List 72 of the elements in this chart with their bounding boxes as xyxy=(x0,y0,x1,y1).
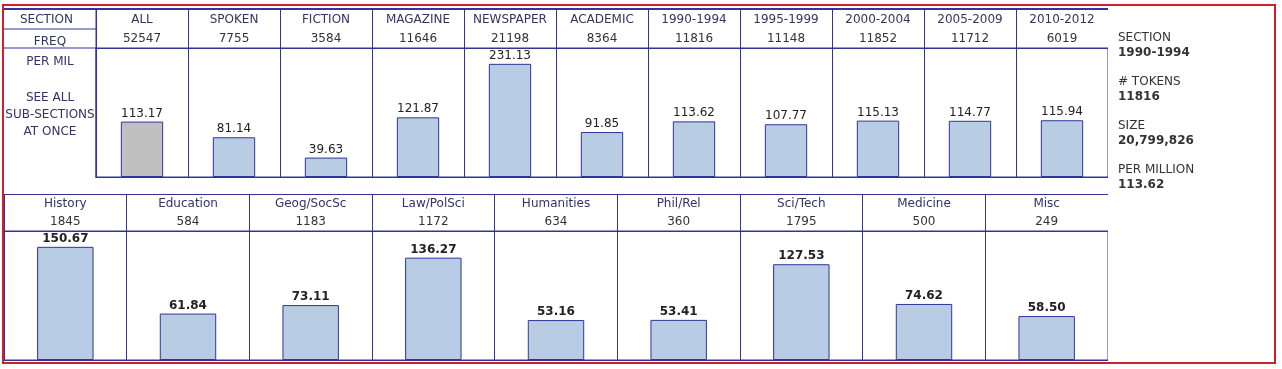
x-tick-label: MAGAZINE xyxy=(385,12,451,26)
x-axis-title: SECTION xyxy=(20,12,73,26)
x-tick-label: SPOKEN xyxy=(209,12,259,26)
data-label: 127.53 xyxy=(778,248,825,263)
data-label: 73.11 xyxy=(291,289,330,304)
x-tick-label: Humanities xyxy=(521,196,591,210)
text: 11852 xyxy=(858,31,898,45)
text: 634 xyxy=(544,214,568,228)
text: 20,799,826 xyxy=(1118,133,1195,148)
data-label: 231.13 xyxy=(489,47,531,62)
data-label: 107.77 xyxy=(765,108,807,123)
data-label: 91.85 xyxy=(584,116,620,131)
text: 1845 xyxy=(50,214,81,228)
x-tick-label: Misc xyxy=(1033,196,1060,210)
data-label: 81.14 xyxy=(216,121,252,136)
data-label: 121.87 xyxy=(397,101,439,116)
data-label: 61.84 xyxy=(169,297,207,312)
text: 11712 xyxy=(950,31,990,45)
text: SECTION xyxy=(1118,30,1172,45)
data-label: 115.94 xyxy=(1041,104,1083,119)
text: 7755 xyxy=(218,31,250,45)
text: 3584 xyxy=(310,31,342,45)
x-tick-label: 2000-2004 xyxy=(845,12,911,26)
text: PER MILLION xyxy=(1118,162,1196,177)
text: SEE ALL SUB-SECTIONS AT ONCE xyxy=(5,89,95,138)
x-tick-label: Medicine xyxy=(897,196,951,210)
data-label: 136.27 xyxy=(410,241,457,256)
x-tick-label: Education xyxy=(158,196,218,210)
text: 52547 xyxy=(122,31,162,45)
text: 11148 xyxy=(766,31,806,45)
data-label: 115.13 xyxy=(857,104,899,119)
x-tick-label: 2005-2009 xyxy=(937,12,1003,26)
x-tick-label: NEWSPAPER xyxy=(473,12,547,26)
text: 11816 xyxy=(1118,89,1161,104)
x-tick-label: 1990-1994 xyxy=(661,12,727,26)
data-label: 53.41 xyxy=(659,303,698,318)
x-tick-label: Sci/Tech xyxy=(777,196,826,210)
text: 249 xyxy=(1035,214,1059,228)
text: 8364 xyxy=(586,31,618,45)
text: 1172 xyxy=(418,214,449,228)
text: 6019 xyxy=(1046,31,1078,45)
data-label: 114.77 xyxy=(949,104,991,119)
text: 11646 xyxy=(398,31,438,45)
text: 21198 xyxy=(490,31,530,45)
x-tick-label: Phil/Rel xyxy=(656,196,701,210)
data-label: 113.17 xyxy=(121,105,163,120)
text: 500 xyxy=(912,214,936,228)
text: FREQ xyxy=(33,33,67,48)
data-label: 150.67 xyxy=(42,230,89,245)
x-tick-label: Geog/SocSc xyxy=(274,196,347,210)
x-tick-label: Law/PolSci xyxy=(401,196,465,210)
text: 11816 xyxy=(674,31,714,45)
data-label: 58.50 xyxy=(1027,300,1066,315)
text: 1990-1994 xyxy=(1118,45,1191,60)
text: 1183 xyxy=(295,214,326,228)
text: 113.62 xyxy=(1118,177,1166,192)
data-label: 74.62 xyxy=(905,287,943,302)
text: 584 xyxy=(176,214,200,228)
x-tick-label: ACADEMIC xyxy=(570,12,634,26)
x-tick-label: 1995-1999 xyxy=(753,12,819,26)
data-label: 53.16 xyxy=(537,304,575,319)
data-label: 113.62 xyxy=(673,105,715,120)
text: SIZE xyxy=(1118,118,1146,133)
data-label: 39.63 xyxy=(308,141,344,156)
text: 1795 xyxy=(786,214,817,228)
x-tick-label: History xyxy=(43,196,87,210)
text: PER MIL xyxy=(26,53,75,68)
text: 360 xyxy=(667,214,691,228)
x-tick-label: ALL xyxy=(131,12,154,26)
text: # TOKENS xyxy=(1118,74,1182,89)
x-tick-label: FICTION xyxy=(301,12,351,26)
x-tick-label: 2010-2012 xyxy=(1029,12,1095,26)
